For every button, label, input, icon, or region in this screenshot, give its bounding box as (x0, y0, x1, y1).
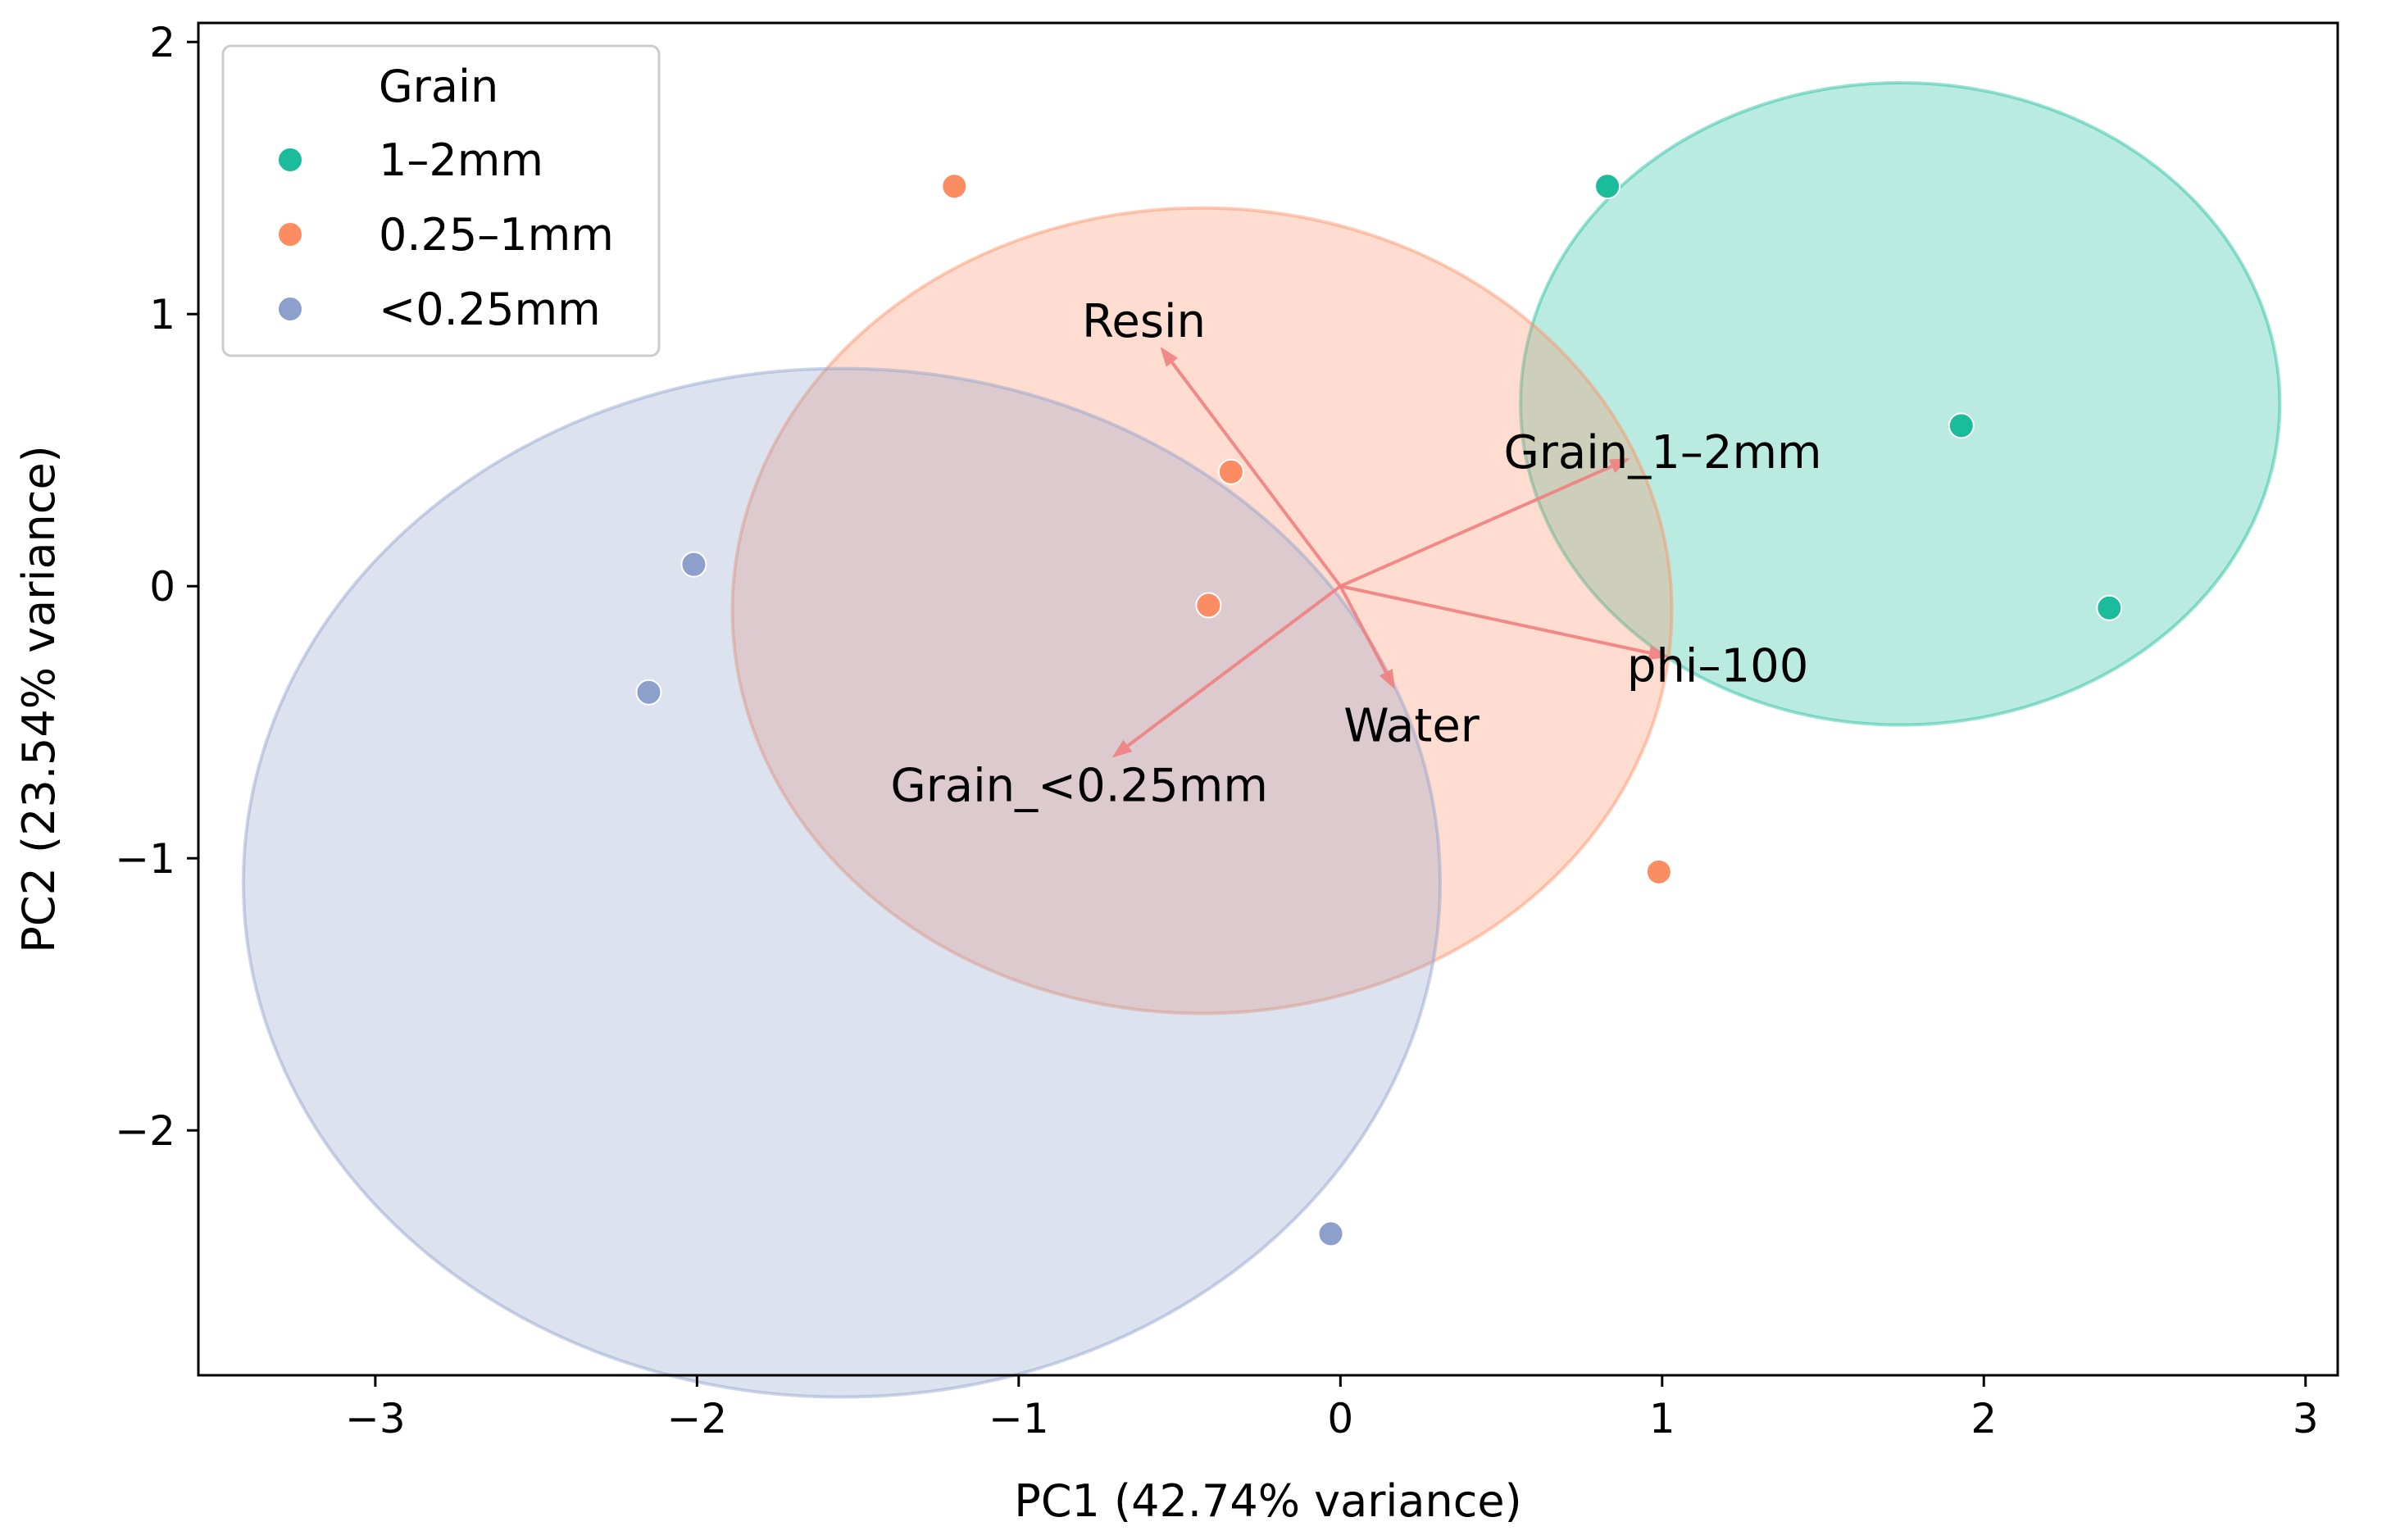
legend-marker-0 (277, 147, 303, 173)
scatter-points (635, 173, 2123, 1247)
point-series-1-3 (1645, 858, 1672, 885)
point-series-0-2 (2096, 594, 2123, 621)
loading-arrowhead-1 (1608, 458, 1630, 474)
point-series-2-0 (680, 551, 707, 578)
x-tick-label-6: 3 (2293, 1395, 2319, 1442)
loading-label-4: Grain_<0.25mm (890, 759, 1268, 812)
x-tick-label-5: 2 (1970, 1395, 1997, 1442)
x-axis-title: PC1 (42.74% variance) (1014, 1475, 1521, 1527)
loading-label-2: phi–100 (1627, 640, 1808, 693)
legend-marker-2 (277, 296, 303, 322)
loading-label-0: Resin (1082, 295, 1206, 348)
loading-arrow-4 (1126, 584, 1342, 747)
loading-arrowhead-0 (1160, 347, 1179, 367)
axes (197, 21, 2339, 1377)
x-tick-label-4: 1 (1649, 1395, 1675, 1442)
plot-frame (197, 21, 2339, 1377)
x-axis-ticks: −3 −2 −1 0 1 2 3 (345, 1375, 2319, 1442)
y-axis-ticks: −2 −1 0 1 2 (115, 19, 198, 1155)
point-series-2-1 (635, 679, 662, 706)
y-tick-label-1: −1 (115, 835, 175, 883)
ellipse-series-0 (1519, 81, 2282, 727)
loading-label-3: Water (1343, 699, 1480, 752)
loading-arrowhead-2 (1648, 645, 1669, 661)
x-tick-label-1: −2 (666, 1395, 727, 1442)
loading-arrow-3 (1339, 585, 1388, 674)
legend-label-2: <0.25mm (379, 284, 601, 335)
x-tick-label-0: −3 (345, 1395, 406, 1442)
point-series-0-1 (1948, 412, 1975, 439)
y-axis-title: PC2 (23.54% variance) (13, 445, 65, 952)
point-series-2-2 (1317, 1220, 1344, 1247)
y-tick-label-0: −2 (115, 1107, 175, 1155)
legend-label-0: 1–2mm (379, 134, 543, 186)
x-tick-label-2: −1 (989, 1395, 1049, 1442)
point-series-1-1 (1217, 458, 1244, 485)
loading-arrows: Resin Grain_1–2mm phi–100 Water Grain_<0.25m… (890, 295, 1821, 812)
loading-arrow-0 (1170, 361, 1342, 588)
loading-arrowhead-4 (1111, 739, 1133, 758)
y-tick-label-4: 2 (149, 19, 175, 66)
loading-arrow-1 (1339, 465, 1613, 588)
legend-title: Grain (379, 61, 498, 112)
loading-label-1: Grain_1–2mm (1503, 426, 1821, 479)
point-series-0-0 (1594, 173, 1621, 200)
ellipse-series-2 (241, 366, 1442, 1399)
x-tick-label-3: 0 (1327, 1395, 1353, 1442)
y-tick-label-3: 1 (149, 291, 175, 338)
legend-label-1: 0.25–1mm (379, 209, 614, 261)
loading-arrowhead-3 (1379, 668, 1396, 690)
legend-box (221, 44, 661, 357)
point-series-1-2 (1195, 592, 1222, 619)
y-tick-label-2: 0 (149, 563, 175, 611)
legend-marker-1 (277, 221, 303, 248)
loading-arrow-2 (1339, 584, 1650, 655)
point-series-1-0 (941, 173, 968, 200)
legend: Grain 1–2mm 0.25–1mm <0.25mm (221, 44, 661, 357)
